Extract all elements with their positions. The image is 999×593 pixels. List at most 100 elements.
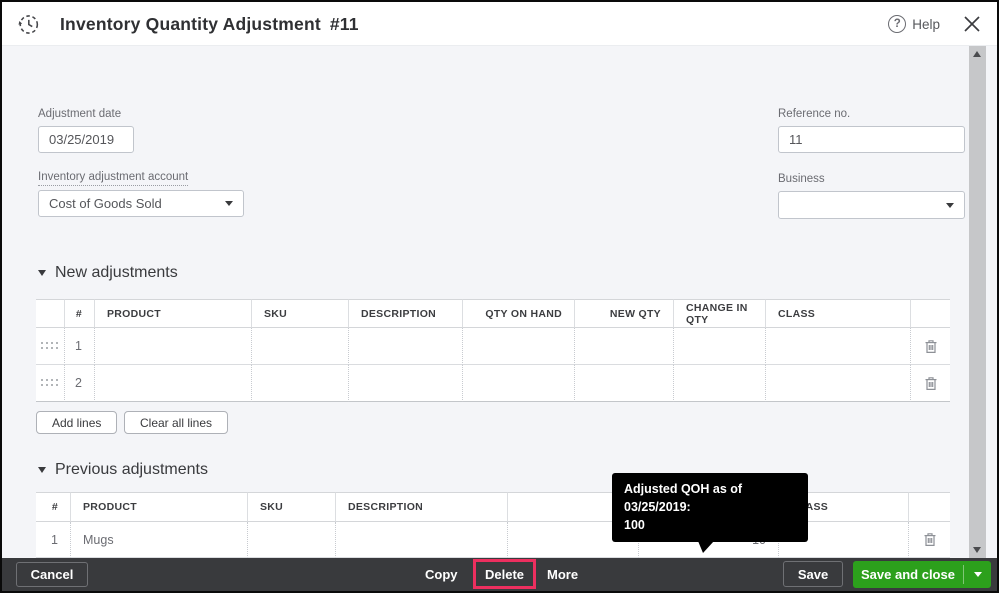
sku-cell[interactable] [251,328,348,365]
save-and-close-button[interactable]: Save and close [853,561,991,588]
page-title-text: Inventory Quantity Adjustment [60,14,321,34]
description-cell[interactable] [348,365,462,402]
reference-no-value: 11 [789,132,803,147]
collapse-triangle-icon [38,270,46,276]
delete-annotation-box: Delete [473,559,536,589]
row-number: 1 [64,328,94,365]
drag-dots-icon [41,342,59,350]
copy-label: Copy [425,567,458,582]
col-header-class: CLASS [765,299,910,328]
footer-bar: Cancel Copy Delete More Save Save and cl… [2,558,997,591]
description-cell[interactable] [348,328,462,365]
business-label: Business [778,173,825,185]
collapse-triangle-icon [38,467,46,473]
col-header-sku: SKU [251,299,348,328]
save-label: Save [797,566,829,582]
delete-row-button[interactable] [910,365,950,402]
scroll-down-icon[interactable] [973,547,981,553]
vertical-scrollbar[interactable] [969,46,986,558]
description-cell[interactable] [335,522,507,558]
tooltip-line2: 100 [624,518,645,533]
new-adjustments-section-toggle[interactable]: New adjustments [38,264,178,282]
drag-dots-icon [41,379,59,387]
dialog-header: Inventory Quantity Adjustment #11 ? Help [2,2,997,46]
col-header-num: # [36,492,70,522]
product-cell[interactable] [94,365,251,402]
new-qty-cell[interactable] [574,365,673,402]
delete-row-button[interactable] [910,328,950,365]
product-cell[interactable]: Mugs [70,522,247,558]
change-in-qty-cell[interactable] [673,365,765,402]
scroll-up-icon[interactable] [973,51,981,57]
col-header-sku: SKU [247,492,335,522]
more-label: More [547,567,579,582]
more-button[interactable]: More [547,558,578,591]
previous-adjustments-table: # PRODUCT SKU DESCRIPTION CLASS 1 Mugs 1… [36,492,950,558]
qoh-tooltip: Adjusted QOH as of 03/25/2019: 100 [612,473,808,554]
reference-no-label: Reference no. [778,108,851,120]
delete-button[interactable]: Delete [484,566,525,582]
qty-cell[interactable] [507,522,638,558]
inventory-adjustment-account-label: Inventory adjustment account [38,171,189,186]
adjustment-date-label: Adjustment date [38,108,122,120]
trash-icon [925,339,936,353]
new-adjustments-table: # PRODUCT SKU DESCRIPTION QTY ON HAND NE… [36,299,950,402]
previous-adjustments-heading: Previous adjustments [55,461,208,478]
clear-all-lines-button[interactable]: Clear all lines [124,411,229,434]
tooltip-tail [698,541,714,554]
class-cell[interactable] [765,328,910,365]
new-adjustments-heading: New adjustments [55,264,178,281]
new-qty-cell[interactable] [574,328,673,365]
col-header-product: PRODUCT [70,492,247,522]
col-header-change-in-qty: CHANGE IN QTY [673,299,765,328]
change-in-qty-cell[interactable] [673,328,765,365]
delete-row-button[interactable] [908,522,950,558]
adjustment-date-value: 03/25/2019 [49,132,115,147]
adjustment-date-input[interactable]: 03/25/2019 [38,126,134,153]
reference-no-input[interactable]: 11 [778,126,965,153]
sku-cell[interactable] [247,522,335,558]
col-header-product: PRODUCT [94,299,251,328]
qty-on-hand-cell[interactable] [462,365,574,402]
chevron-down-icon [946,202,954,208]
help-icon: ? [888,15,907,33]
product-cell[interactable] [94,328,251,365]
col-header-description: DESCRIPTION [335,492,507,522]
previous-adjustments-section-toggle[interactable]: Previous adjustments [38,461,208,479]
copy-button[interactable]: Copy [425,558,458,591]
class-cell[interactable] [765,365,910,402]
business-select[interactable] [778,191,965,219]
col-header-qty-on-hand: QTY ON HAND [462,299,574,328]
row-number: 2 [64,365,94,402]
sku-cell[interactable] [251,365,348,402]
inventory-adjustment-account-select[interactable]: Cost of Goods Sold [38,190,244,217]
col-header-actions [910,299,950,328]
clear-all-lines-label: Clear all lines [140,415,213,430]
drag-handle[interactable] [36,365,64,402]
save-and-close-label: Save and close [861,567,955,582]
col-header-new-qty: NEW QTY [574,299,673,328]
button-divider [963,565,964,584]
col-header-hidden [507,492,638,522]
qty-on-hand-cell[interactable] [462,328,574,365]
col-header-drag [36,299,64,328]
history-clock-icon [16,12,41,42]
add-lines-label: Add lines [52,415,102,430]
help-label: Help [912,16,940,32]
doc-number: #11 [329,14,359,34]
save-options-dropdown[interactable] [964,561,991,588]
col-header-actions [908,492,950,522]
chevron-down-icon [225,201,233,206]
col-header-description: DESCRIPTION [348,299,462,328]
trash-icon [924,533,935,546]
cancel-button[interactable]: Cancel [16,562,88,587]
help-button[interactable]: ? Help [888,2,940,46]
drag-handle[interactable] [36,328,64,365]
trash-icon [925,376,936,390]
row-number: 1 [36,522,70,558]
close-icon[interactable] [962,14,982,39]
add-lines-button[interactable]: Add lines [36,411,118,434]
save-button[interactable]: Save [783,561,843,587]
cancel-label: Cancel [30,567,74,582]
